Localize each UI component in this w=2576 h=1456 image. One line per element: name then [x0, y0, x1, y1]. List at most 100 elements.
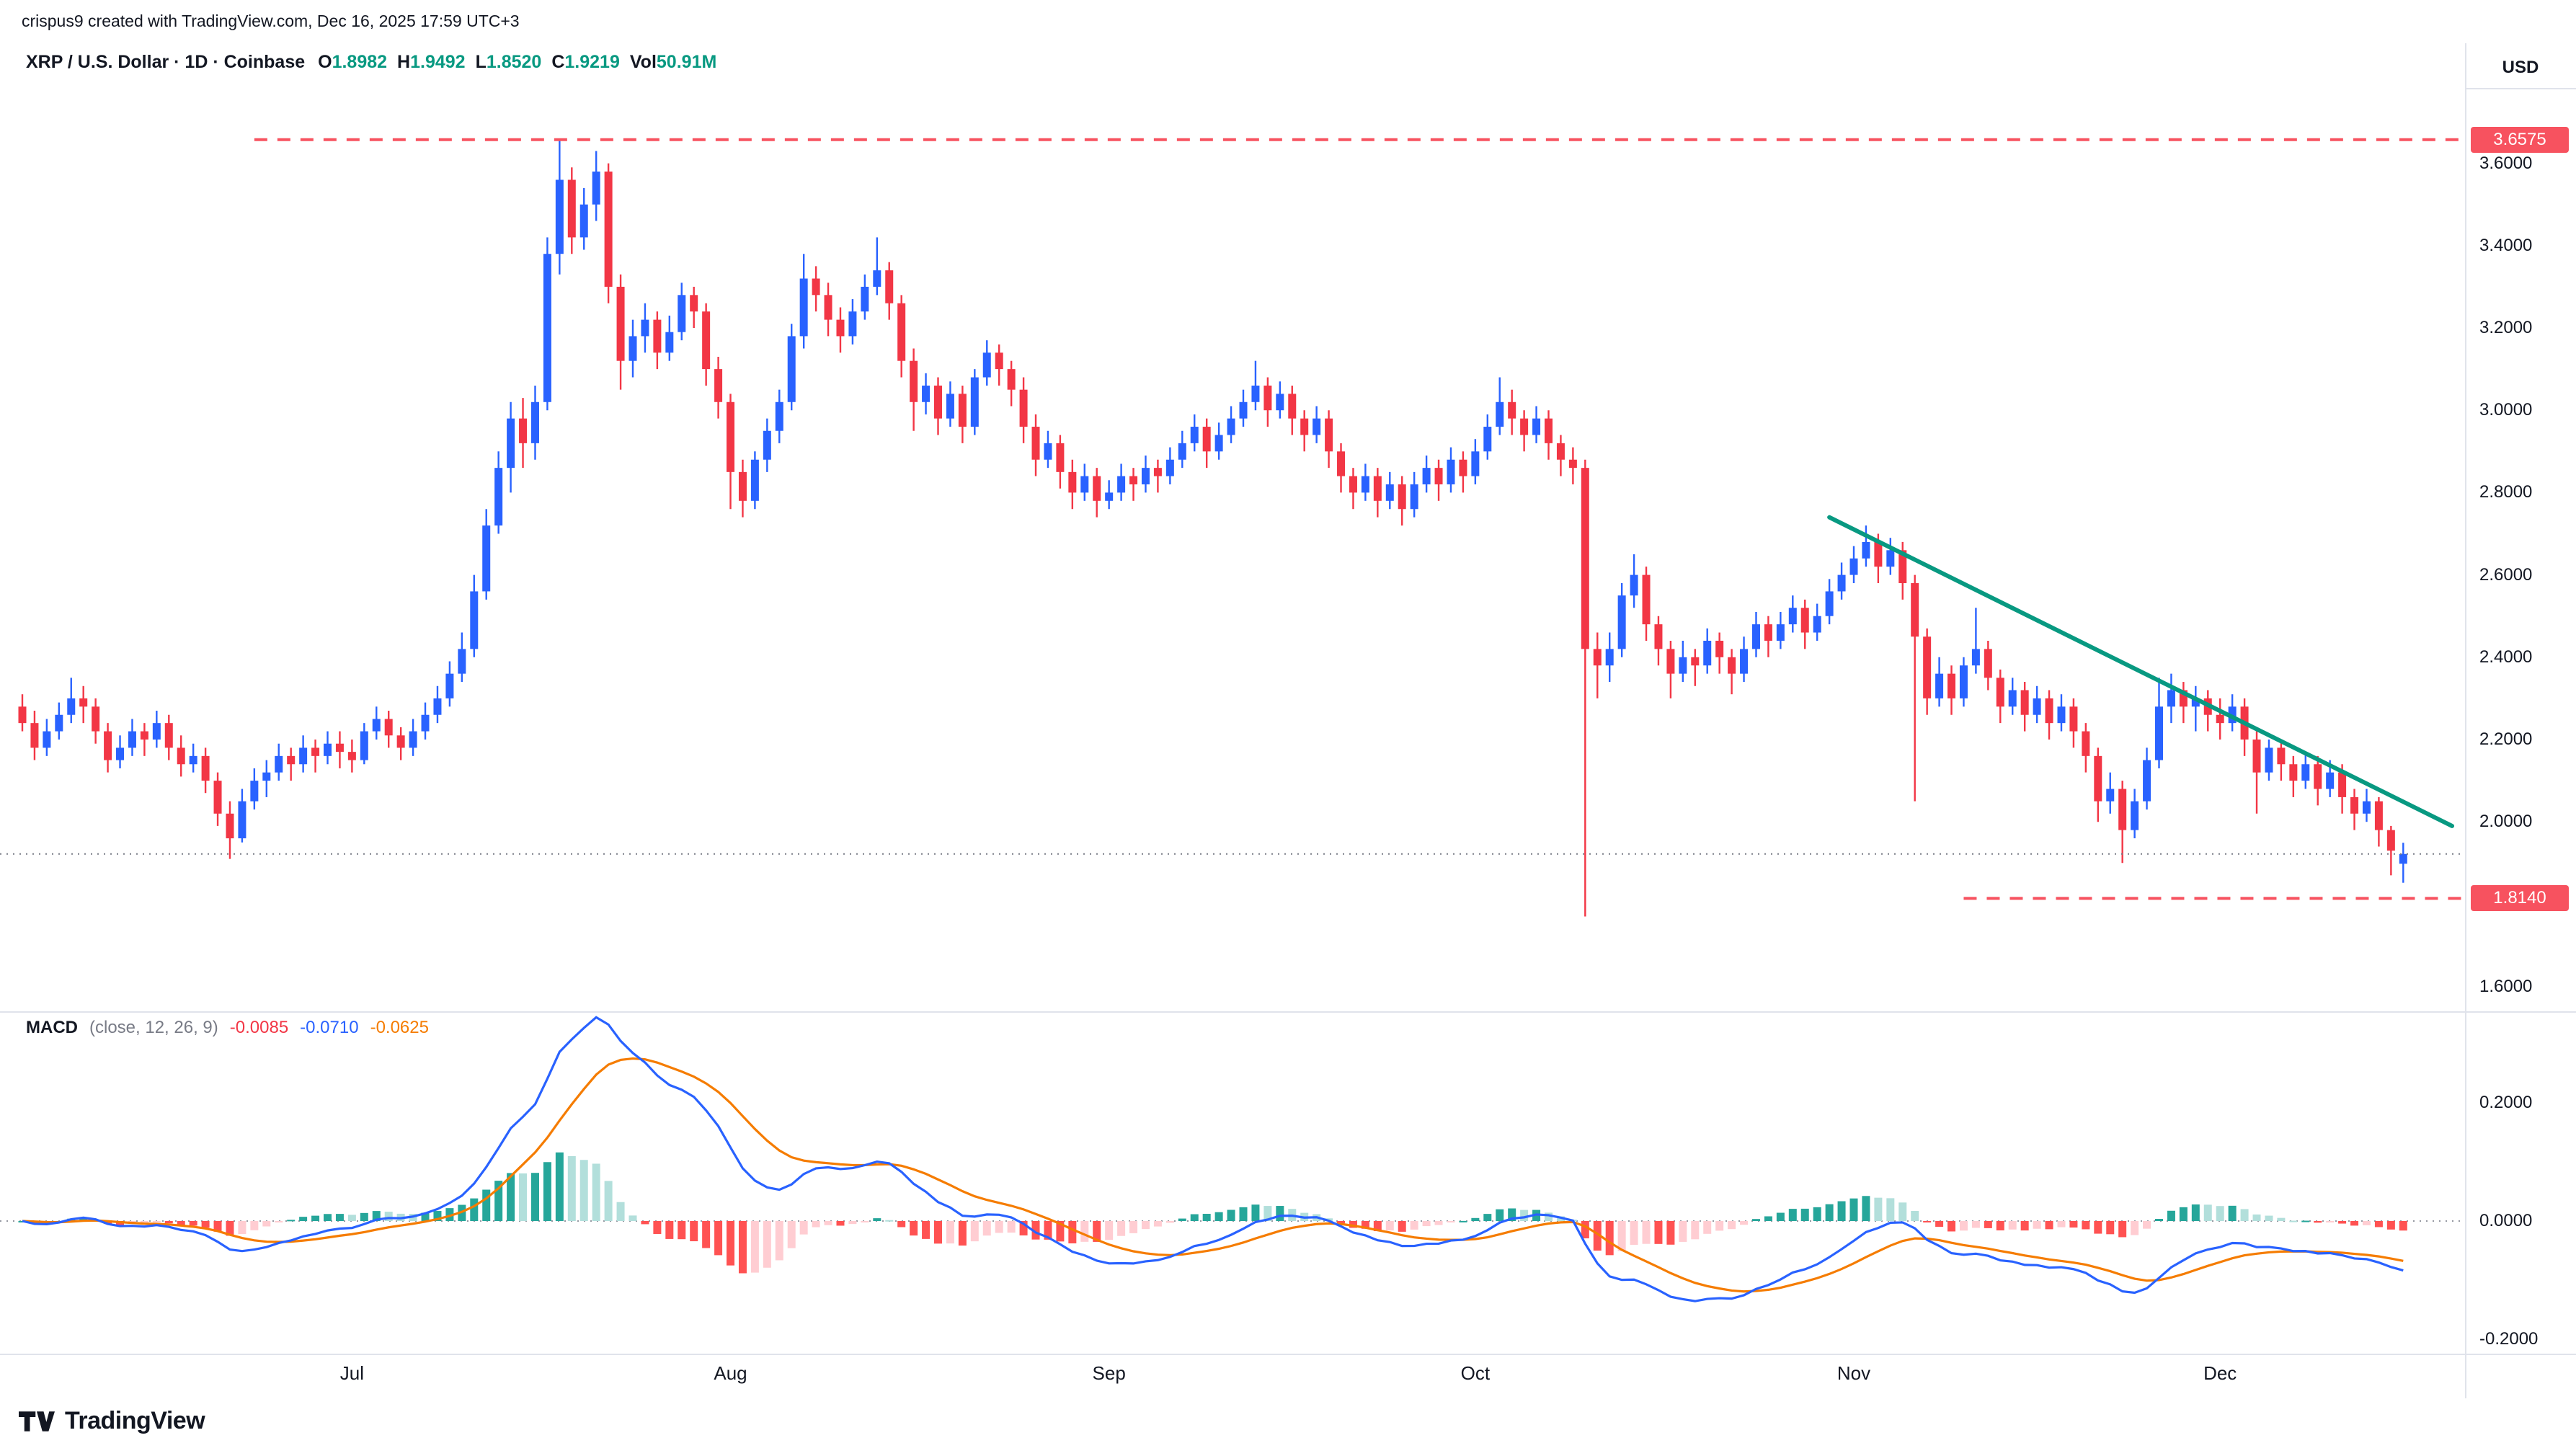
candle-body [1129, 476, 1138, 484]
macd-tick-label: 0.0000 [2479, 1211, 2533, 1230]
pane-separator[interactable] [0, 1011, 2576, 1013]
candle-body [1434, 468, 1443, 484]
candle-body [1849, 558, 1858, 575]
candle-body [140, 731, 148, 740]
candle-body [1691, 657, 1700, 666]
macd-histogram-bar [1728, 1221, 1736, 1230]
macd-histogram-bar [1178, 1218, 1186, 1221]
candle-body [2167, 690, 2175, 707]
candle-body [910, 360, 918, 402]
macd-histogram-bar [1508, 1208, 1516, 1221]
price-level-badge[interactable]: 3.6575 [2471, 126, 2569, 153]
candle-body [347, 752, 356, 760]
candle-body [2265, 747, 2273, 773]
symbol-title[interactable]: XRP / U.S. Dollar · 1D · Coinbase [26, 52, 306, 72]
macd-line [22, 1016, 2404, 1302]
price-tick-label: 2.4000 [2479, 647, 2533, 667]
macd-histogram-bar [727, 1221, 735, 1266]
candle-body [384, 719, 393, 736]
candle-body [433, 698, 442, 715]
macd-signal-value: -0.0625 [370, 1018, 429, 1037]
candle-body [982, 352, 991, 378]
macd-histogram-bar [2131, 1221, 2139, 1235]
candle-body [824, 295, 832, 320]
candle-body [543, 254, 551, 402]
candle-body [2362, 801, 2371, 814]
candle-body [2191, 698, 2200, 707]
candle-body [1471, 451, 1480, 476]
macd-histogram-bar [946, 1221, 954, 1244]
candle-body [1703, 640, 1712, 666]
macd-histogram-bar [641, 1221, 649, 1225]
price-tick-label: 2.2000 [2479, 729, 2533, 749]
candle-body [922, 385, 931, 402]
candle-body [104, 731, 112, 760]
candle-body [2314, 764, 2322, 789]
candle-body [861, 286, 869, 312]
candle-body [1153, 468, 1162, 476]
macd-histogram-bar [2179, 1207, 2188, 1221]
macd-histogram-bar [1031, 1221, 1040, 1240]
candle-body [1239, 401, 1248, 419]
candle-body [2399, 853, 2407, 864]
macd-histogram-bar [1214, 1212, 1223, 1221]
macd-histogram-bar [1129, 1221, 1138, 1233]
tradingview-logo[interactable]: TradingView [19, 1407, 205, 1435]
macd-histogram-bar [1654, 1221, 1663, 1244]
macd-histogram-bar [690, 1221, 698, 1242]
macd-histogram-bar [1227, 1209, 1235, 1221]
price-tick-label: 3.0000 [2479, 400, 2533, 420]
macd-histogram-bar [2191, 1204, 2200, 1221]
candle-body [653, 319, 662, 353]
candle-body [1227, 418, 1235, 435]
candle-body [836, 319, 845, 337]
trendline [1827, 515, 2455, 828]
macd-histogram-bar [2399, 1221, 2407, 1231]
candle-body [2216, 714, 2224, 724]
macd-histogram-bar [2082, 1221, 2090, 1230]
macd-histogram-bar [775, 1221, 783, 1261]
candle-body [250, 781, 259, 802]
macd-signal-line [22, 1057, 2404, 1293]
price-axis[interactable]: 3.6000 3.4000 3.2000 3.0000 2.8000 2.6000 2.40… [2465, 43, 2576, 1355]
macd-tick-label: 0.2000 [2479, 1093, 2533, 1112]
macd-histogram-bar [1788, 1209, 1797, 1221]
macd-histogram-bar [164, 1221, 173, 1224]
candle-body [1947, 673, 1956, 698]
macd-histogram-bar [470, 1198, 479, 1221]
macd-histogram-bar [1080, 1221, 1089, 1242]
macd-histogram-bar [2069, 1221, 2078, 1228]
macd-histogram-bar [287, 1220, 296, 1222]
macd-title[interactable]: MACD [26, 1018, 78, 1037]
candle-body [2033, 698, 2041, 715]
macd-histogram-bar [177, 1221, 185, 1226]
macd-histogram-bar [1617, 1221, 1626, 1251]
macd-histogram-bar [897, 1221, 906, 1228]
candle-body [421, 714, 430, 732]
candle-body [873, 270, 881, 287]
candle-body [1568, 459, 1577, 469]
candle-body [1349, 476, 1357, 493]
candle-body [409, 731, 417, 748]
macd-histogram-bar [2033, 1221, 2041, 1229]
candle-body [275, 755, 283, 773]
macd-histogram-bar [543, 1162, 551, 1221]
macd-histogram-bar [1471, 1217, 1480, 1221]
candle-body [616, 286, 625, 361]
macd-histogram-bar [1874, 1197, 1883, 1221]
time-axis[interactable]: Jul Aug Sep Oct Nov Dec [0, 1357, 2465, 1397]
candle-body [592, 172, 600, 205]
macd-histogram-bar [335, 1214, 344, 1221]
macd-histogram-bar [1496, 1209, 1504, 1221]
candle-body [2143, 760, 2151, 802]
candle-body [1373, 476, 1382, 501]
macd-histogram-bar [922, 1221, 931, 1239]
price-level-badge[interactable]: 1.8140 [2471, 885, 2569, 912]
macd-histogram-bar [262, 1221, 271, 1227]
macd-histogram-bar [1410, 1221, 1418, 1230]
price-tick-label: 3.2000 [2479, 318, 2533, 337]
candle-body [1410, 484, 1418, 510]
candle-body [1545, 418, 1553, 443]
